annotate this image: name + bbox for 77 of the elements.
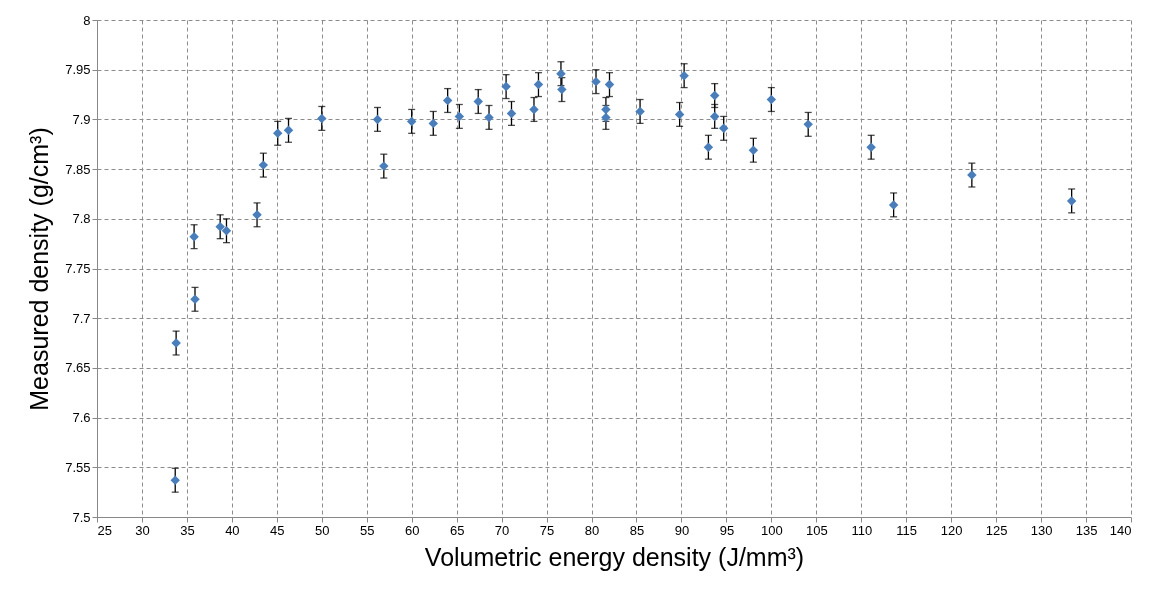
x-tick-label: 130 [1030, 522, 1053, 538]
point [190, 294, 200, 305]
point [709, 90, 720, 101]
point [679, 70, 689, 81]
point [1066, 196, 1077, 206]
point [170, 475, 180, 485]
point [557, 84, 567, 95]
point [215, 222, 225, 232]
point [442, 95, 453, 106]
y-tick-label: 7.7 [72, 310, 91, 326]
point [317, 113, 327, 124]
x-tick-label: 70 [494, 522, 510, 538]
point [379, 161, 389, 171]
point [501, 81, 511, 92]
y-tick-label: 7.55 [65, 459, 91, 475]
x-tick-label: 85 [629, 522, 645, 538]
point [635, 106, 645, 117]
x-tick-label: 45 [270, 522, 285, 538]
point [748, 145, 759, 155]
y-tick-label: 7.75 [65, 261, 91, 276]
x-tick-label: 40 [225, 522, 240, 538]
x-tick-label: 110 [851, 522, 873, 538]
point [604, 79, 615, 90]
point [888, 200, 899, 210]
x-tick-label: 60 [404, 522, 420, 538]
point [703, 142, 714, 152]
x-tick-label: 25 [97, 522, 112, 538]
point [803, 119, 813, 130]
y-tick-label: 7.95 [65, 62, 91, 78]
x-tick-label: 75 [539, 522, 555, 538]
y-tick-label: 7.6 [72, 410, 91, 426]
point [372, 114, 383, 125]
point [283, 125, 294, 136]
point [272, 128, 283, 139]
point [221, 225, 232, 236]
y-tick-label: 7.85 [65, 161, 91, 177]
x-tick-label: 30 [135, 522, 150, 538]
x-tick-label: 115 [896, 522, 918, 538]
point [406, 116, 417, 127]
point [258, 160, 269, 170]
x-tick-label: 105 [805, 522, 828, 538]
y-axis-title: Measured density (g/cm³) [25, 127, 54, 411]
x-tick-label: 90 [674, 522, 690, 538]
x-tick-label: 120 [940, 522, 963, 538]
point [454, 111, 465, 122]
y-tick-label: 7.65 [65, 360, 91, 376]
point [533, 79, 544, 90]
point [484, 112, 494, 123]
y-tick-label: 7.8 [72, 211, 91, 227]
point [591, 76, 601, 87]
point [428, 118, 439, 129]
point [674, 109, 685, 120]
point [601, 104, 611, 115]
x-tick-label: 135 [1075, 522, 1098, 538]
point [766, 94, 777, 105]
x-tick-label: 65 [449, 522, 465, 538]
x-tick-label: 95 [719, 522, 735, 538]
y-tick-label: 7.5 [72, 509, 91, 525]
x-tick-label: 140 [1109, 522, 1132, 538]
point [601, 112, 611, 123]
x-tick-label: 100 [761, 522, 783, 538]
x-tick-label: 35 [180, 522, 195, 538]
point [529, 104, 539, 115]
point [506, 108, 517, 119]
point [709, 111, 720, 122]
point [718, 123, 729, 134]
x-tick-label: 125 [985, 522, 1008, 538]
point [556, 68, 566, 79]
point [473, 96, 483, 107]
x-tick-label: 55 [360, 522, 375, 538]
point [189, 231, 199, 242]
x-tick-label: 50 [315, 522, 330, 538]
point [866, 142, 876, 152]
x-tick-label: 80 [584, 522, 600, 538]
x-axis-title: Volumetric energy density (J/mm³) [424, 542, 805, 571]
y-tick-label: 7.9 [72, 111, 91, 127]
y-tick-label: 8 [83, 12, 91, 28]
